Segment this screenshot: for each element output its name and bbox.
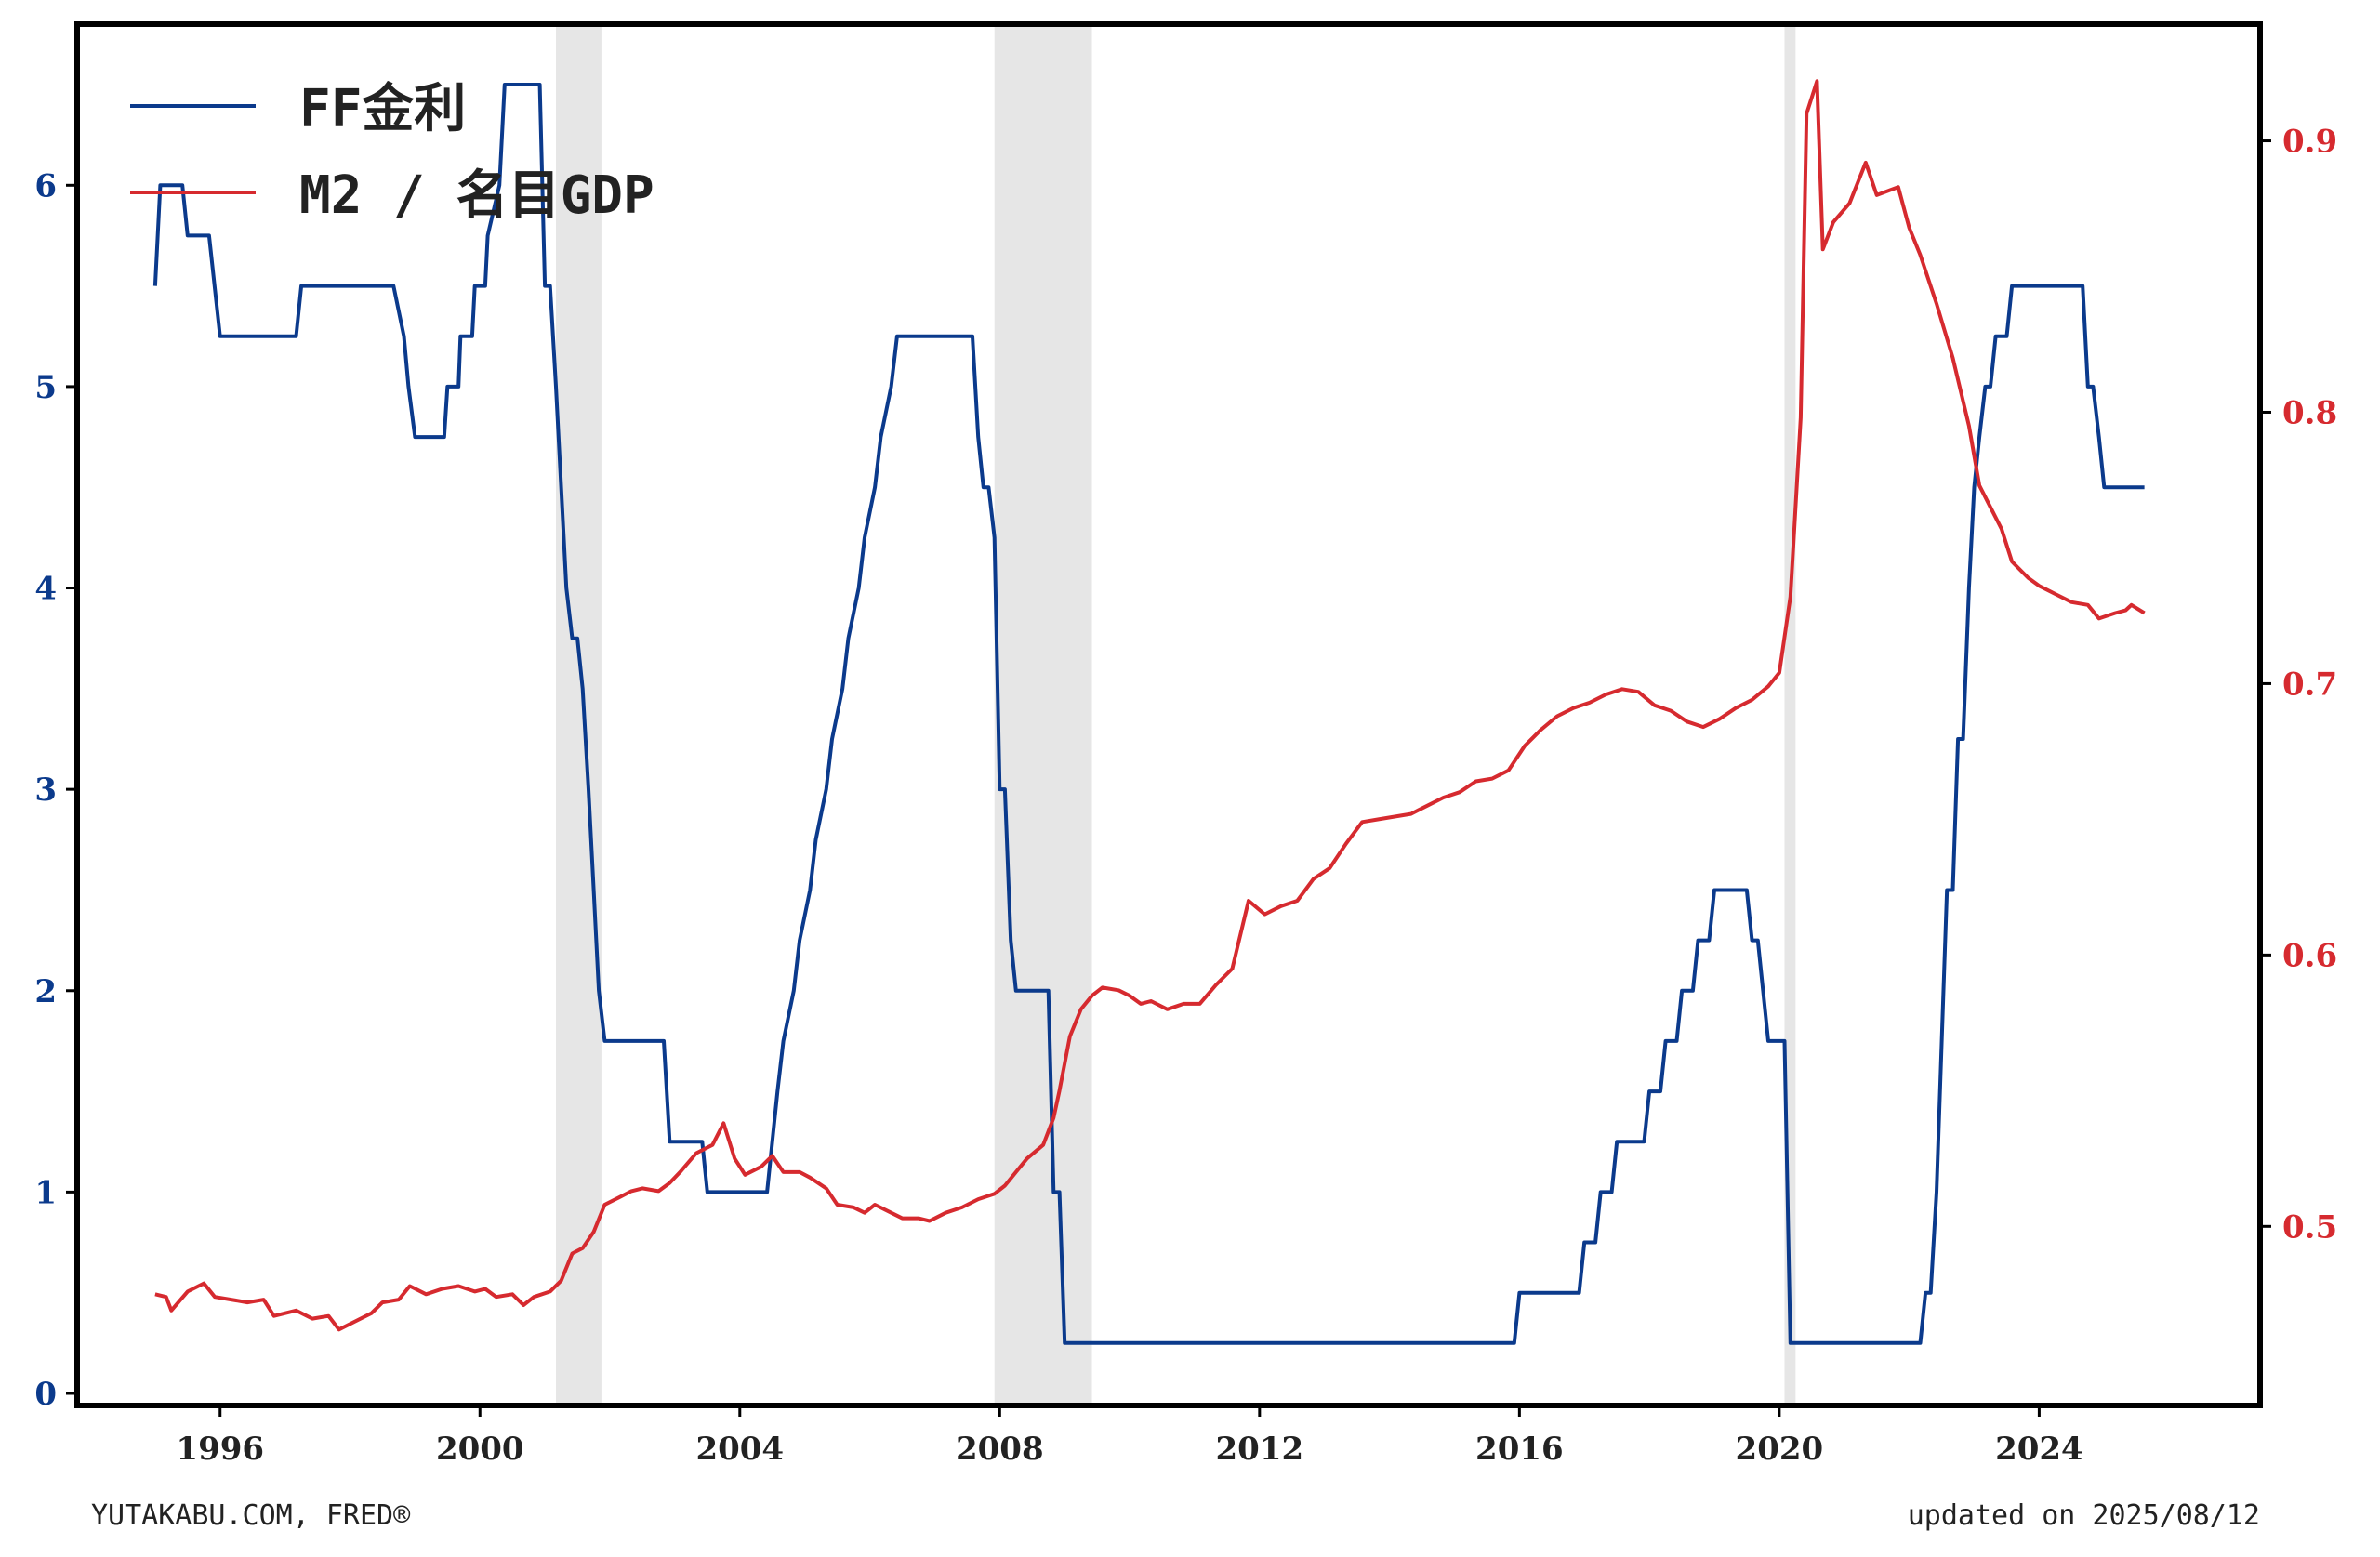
- recession-band-0: [556, 24, 602, 1405]
- recession-band-1: [994, 24, 1092, 1405]
- x-tick-label: 1996: [176, 1431, 264, 1468]
- plot-frame: [74, 21, 2263, 1408]
- legend-label-m2-gdp: M2 / 名目GDP: [299, 165, 654, 226]
- recession-band-2: [1784, 24, 1796, 1405]
- ff-rate-line: [152, 83, 2145, 1345]
- right-tick-label: 0.7: [2282, 666, 2337, 703]
- x-tick-label: 2008: [956, 1431, 1044, 1468]
- left-y-axis: 0 1 2 3 4 5 6: [34, 167, 77, 1413]
- m2-gdp-line-layer: [154, 79, 2146, 1332]
- right-tick-label: 0.8: [2282, 394, 2337, 431]
- x-tick-label: 2016: [1475, 1431, 1564, 1468]
- right-tick-label: 0.6: [2282, 937, 2337, 974]
- ff-rate-line-layer: [152, 83, 2145, 1345]
- x-tick-label: 2024: [1995, 1431, 2083, 1468]
- x-tick-label: 2004: [695, 1431, 784, 1468]
- left-tick-label: 3: [34, 772, 57, 809]
- left-tick-label: 1: [34, 1174, 57, 1211]
- left-tick-label: 4: [34, 571, 57, 608]
- x-tick-label: 2012: [1216, 1431, 1304, 1468]
- m2-gdp-line: [154, 79, 2146, 1332]
- source-credit: YUTAKABU.COM, FRED®: [91, 1499, 411, 1532]
- right-y-axis: 0.5 0.6 0.7 0.8 0.9: [2260, 124, 2337, 1246]
- recession-bands: [556, 24, 1796, 1405]
- left-tick-label: 6: [34, 167, 57, 205]
- x-tick-label: 2000: [436, 1431, 524, 1468]
- right-tick-label: 0.5: [2282, 1208, 2337, 1246]
- legend-label-ff-rate: FF金利: [299, 79, 466, 139]
- left-tick-label: 2: [34, 973, 57, 1010]
- x-axis: 1996 2000 2004 2008 2012 2016 2020 2024: [176, 1405, 2083, 1468]
- left-tick-label: 0: [34, 1376, 57, 1413]
- legend: FF金利 M2 / 名目GDP: [130, 79, 654, 226]
- left-tick-label: 5: [34, 369, 57, 406]
- updated-date: updated on 2025/08/12: [1908, 1499, 2260, 1532]
- right-tick-label: 0.9: [2282, 124, 2337, 161]
- x-tick-label: 2020: [1736, 1431, 1824, 1468]
